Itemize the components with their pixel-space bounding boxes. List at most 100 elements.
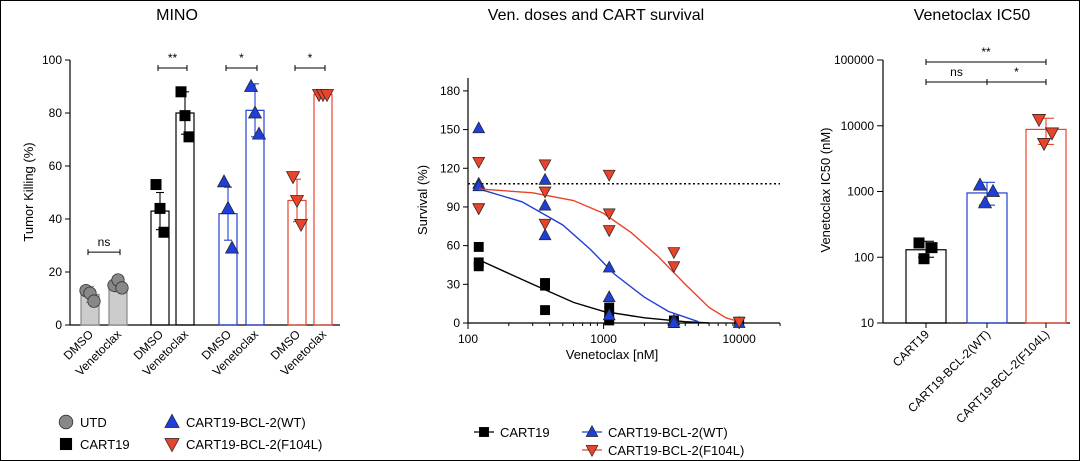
bar bbox=[313, 93, 333, 326]
data-point bbox=[538, 198, 552, 211]
y-tick-label: 10 bbox=[861, 316, 875, 330]
legend-marker bbox=[585, 445, 599, 458]
significance-label: * bbox=[1014, 65, 1019, 79]
data-point bbox=[183, 131, 195, 143]
data-point bbox=[604, 302, 615, 313]
data-point bbox=[538, 172, 552, 185]
panel-title-mino: MINO bbox=[156, 7, 198, 24]
panel-mino: MINO Tumor Killing (%) 020406080100DMSOV… bbox=[21, 7, 340, 453]
x-tick-label: 1000 bbox=[590, 332, 617, 346]
fit-curve bbox=[478, 188, 699, 323]
legend-marker bbox=[585, 424, 599, 437]
data-point bbox=[538, 186, 552, 199]
legend-marker bbox=[59, 437, 73, 451]
y-tick-label: 150 bbox=[440, 123, 460, 137]
data-point bbox=[667, 261, 681, 274]
data-point bbox=[602, 169, 616, 182]
legend-marker bbox=[164, 413, 180, 428]
x-tick-label: 100 bbox=[458, 332, 478, 346]
data-point bbox=[179, 110, 191, 122]
data-point bbox=[158, 226, 170, 238]
panel-survival: Ven. doses and CART survival Survival (%… bbox=[415, 7, 781, 458]
y-tick-label: 100000 bbox=[834, 53, 874, 67]
data-point bbox=[1036, 137, 1052, 152]
data-point bbox=[224, 240, 240, 254]
y-tick-label: 1000 bbox=[847, 185, 874, 199]
data-point bbox=[175, 86, 187, 98]
data-point bbox=[293, 218, 309, 233]
y-tick-label: 40 bbox=[49, 212, 63, 226]
panel-title-ic50: Venetoclax IC50 bbox=[914, 7, 1031, 24]
y-axis-label-tumor-killing: Tumor Killing (%) bbox=[21, 142, 36, 241]
legend-marker bbox=[58, 414, 74, 430]
y-tick-label: 60 bbox=[447, 239, 461, 253]
x-tick-label: 10000 bbox=[722, 332, 756, 346]
y-tick-label: 120 bbox=[440, 161, 460, 175]
data-point bbox=[319, 89, 335, 103]
y-tick-label: 80 bbox=[49, 106, 63, 120]
y-tick-label: 180 bbox=[440, 84, 460, 98]
data-point bbox=[1044, 127, 1060, 141]
legend-marker bbox=[164, 438, 180, 453]
data-point bbox=[150, 179, 162, 191]
data-point bbox=[154, 202, 166, 214]
legend-label: CART19 bbox=[80, 437, 130, 452]
legend-label: CART19-BCL-2(WT) bbox=[186, 415, 306, 430]
fit-curve bbox=[478, 259, 710, 324]
y-tick-label: 100 bbox=[854, 250, 874, 264]
significance-label: * bbox=[239, 51, 244, 65]
legend-label: CART19-BCL-2(F104L) bbox=[608, 443, 744, 458]
data-point bbox=[602, 208, 616, 221]
data-point bbox=[473, 261, 484, 272]
data-point bbox=[115, 281, 129, 295]
significance-label: * bbox=[308, 51, 313, 65]
data-point bbox=[540, 280, 550, 291]
bar bbox=[175, 112, 195, 326]
data-point bbox=[538, 159, 552, 172]
y-tick-label: 10000 bbox=[841, 119, 875, 133]
data-point bbox=[472, 156, 486, 169]
y-tick-label: 90 bbox=[447, 200, 461, 214]
y-axis-label-survival: Survival (%) bbox=[415, 165, 430, 235]
significance-label: ** bbox=[168, 51, 178, 65]
panel-title-survival: Ven. doses and CART survival bbox=[488, 7, 704, 24]
data-point bbox=[1031, 114, 1047, 128]
data-point bbox=[972, 177, 988, 191]
fit-curve bbox=[478, 188, 740, 323]
y-tick-label: 0 bbox=[453, 316, 460, 330]
panel-ic50: Venetoclax IC50 Venetoclax IC50 (nM) 10 1… bbox=[818, 7, 1070, 426]
data-point bbox=[926, 242, 938, 254]
data-point bbox=[602, 308, 616, 321]
data-point bbox=[602, 260, 616, 273]
data-point bbox=[247, 105, 263, 119]
y-axis-label-ic50: Venetoclax IC50 (nM) bbox=[818, 127, 833, 252]
data-point bbox=[472, 179, 486, 192]
data-point bbox=[472, 121, 486, 134]
legend-label: CART19-BCL-2(F104L) bbox=[186, 437, 322, 452]
y-tick-label: 60 bbox=[49, 159, 63, 173]
data-point bbox=[216, 174, 232, 188]
data-point bbox=[243, 78, 259, 92]
data-point bbox=[913, 237, 925, 249]
data-point bbox=[732, 316, 746, 329]
data-point bbox=[473, 241, 484, 252]
data-point bbox=[977, 195, 993, 209]
significance-label: ** bbox=[981, 45, 991, 59]
x-axis-label-venetoclax: Venetoclax [nM] bbox=[566, 347, 659, 362]
data-point bbox=[602, 225, 616, 238]
data-point bbox=[985, 183, 1001, 197]
legend-label: CART19-BCL-2(WT) bbox=[608, 425, 728, 440]
data-point bbox=[285, 171, 301, 185]
data-point bbox=[289, 195, 305, 209]
significance-label: ns bbox=[98, 235, 111, 249]
bar bbox=[966, 192, 1008, 324]
legend-label: CART19 bbox=[500, 425, 550, 440]
data-point bbox=[538, 218, 552, 231]
y-tick-label: 0 bbox=[55, 318, 62, 332]
data-point bbox=[918, 253, 930, 265]
data-point bbox=[220, 200, 236, 214]
significance-label: ns bbox=[950, 65, 963, 79]
data-point bbox=[540, 305, 550, 316]
